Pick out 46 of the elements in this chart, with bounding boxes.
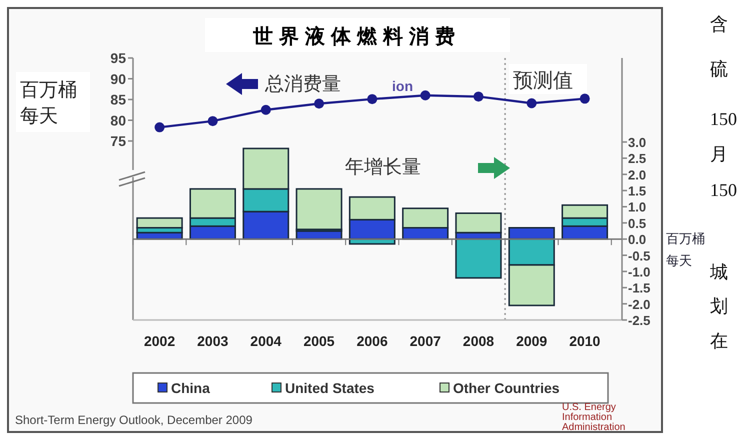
text: 硫 bbox=[710, 59, 728, 79]
text: U.S. Energy Information Administration bbox=[562, 402, 626, 433]
legend-label: United States bbox=[285, 380, 375, 396]
y2-tick-label: 2.5 bbox=[628, 151, 646, 166]
y-tick-label: 75 bbox=[110, 133, 126, 149]
text: 150 bbox=[710, 180, 737, 200]
y2-tick-label: 2.0 bbox=[628, 167, 646, 182]
y-tick-label: 80 bbox=[110, 112, 126, 128]
y2-tick-label: -2.5 bbox=[628, 313, 650, 328]
text: 月 bbox=[710, 144, 728, 164]
y2-tick-label: 0.5 bbox=[628, 216, 646, 231]
x-tick-label: 2010 bbox=[569, 333, 601, 349]
x-tick-label: 2003 bbox=[197, 333, 229, 349]
y2-tick-label: -1.5 bbox=[628, 280, 650, 296]
x-tick-label: 2007 bbox=[410, 333, 442, 349]
legend-label: China bbox=[171, 380, 210, 396]
annotation: 预测值 bbox=[513, 70, 574, 92]
y2-tick-label: 1.5 bbox=[628, 184, 646, 199]
y2-tick-label: -0.5 bbox=[628, 248, 650, 264]
y2-tick-label: 3.0 bbox=[628, 135, 646, 150]
x-tick-label: 2009 bbox=[516, 333, 548, 349]
x-tick-label: 2008 bbox=[462, 333, 494, 349]
annotation: ion bbox=[392, 78, 413, 94]
legend-label: Other Countries bbox=[453, 380, 560, 396]
y2-axis-title: 百万桶每天 bbox=[666, 232, 705, 269]
y2-tick-label: 0.0 bbox=[628, 232, 646, 248]
y-tick-label: 95 bbox=[110, 50, 126, 66]
chart-title: 世界液体燃料消费 bbox=[252, 24, 461, 48]
text: 含 bbox=[710, 14, 728, 34]
text: 在 bbox=[710, 331, 728, 351]
text: Short-Term Energy Outlook, December 2009 bbox=[15, 413, 253, 427]
text: 划 bbox=[710, 296, 728, 316]
annotation: 总消费量 bbox=[264, 74, 341, 95]
x-tick-label: 2004 bbox=[250, 333, 282, 349]
y-axis-title: 百万桶每天 bbox=[20, 79, 77, 127]
y2-tick-label: -2.0 bbox=[628, 296, 650, 312]
annotation: 年增长量 bbox=[345, 157, 421, 178]
x-tick-label: 2005 bbox=[303, 333, 335, 349]
y2-tick-label: -1.0 bbox=[628, 264, 650, 280]
text: 150 bbox=[710, 109, 737, 129]
x-tick-label: 2002 bbox=[144, 333, 176, 349]
y2-tick-label: 1.0 bbox=[628, 200, 646, 215]
x-tick-label: 2006 bbox=[356, 333, 388, 349]
text: 城 bbox=[709, 262, 728, 282]
y-tick-label: 85 bbox=[110, 92, 126, 108]
y-tick-label: 90 bbox=[110, 70, 126, 87]
